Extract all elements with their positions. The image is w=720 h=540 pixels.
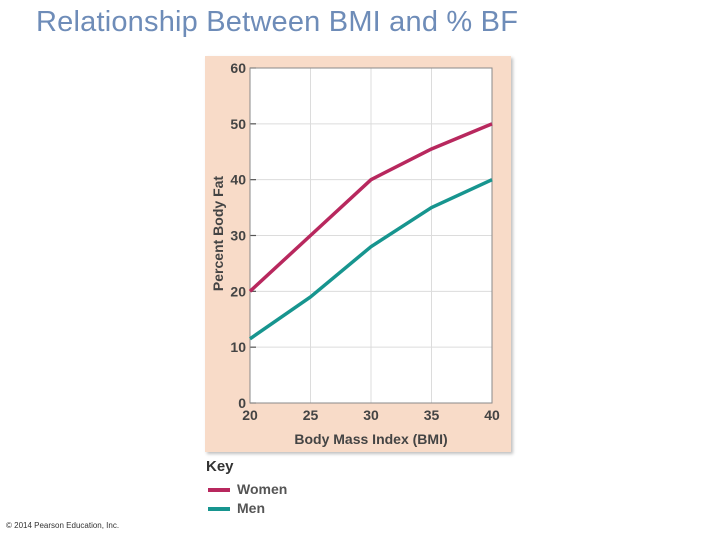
series-line-women xyxy=(248,122,493,293)
key-title: Key xyxy=(206,458,234,475)
y-tick-label-40: 40 xyxy=(230,172,246,188)
y-tick-label-0: 0 xyxy=(238,395,246,411)
x-tick-label-25: 25 xyxy=(303,407,319,423)
y-axis-title: Percent Body Fat xyxy=(210,176,226,291)
slide-title: Relationship Between BMI and % BF xyxy=(36,6,519,38)
plot-frame xyxy=(249,67,493,404)
men-swatch xyxy=(208,507,230,511)
x-axis-title: Body Mass Index (BMI) xyxy=(294,431,447,447)
x-tick-label-30: 30 xyxy=(363,407,379,423)
x-tick-label-20: 20 xyxy=(242,407,258,423)
y-tick-label-50: 50 xyxy=(230,116,246,132)
y-tick-label-20: 20 xyxy=(230,283,246,299)
x-tick-label-40: 40 xyxy=(484,407,500,423)
series-line-men xyxy=(249,178,493,341)
key-label-men: Men xyxy=(237,500,265,516)
key-label-women: Women xyxy=(237,481,288,497)
copyright-notice: © 2014 Pearson Education, Inc. xyxy=(6,521,120,530)
x-tick-label-35: 35 xyxy=(424,407,440,423)
bmi-body-fat-line-chart: 0 10 20 30 40 50 60 20 25 30 35 40 Body Mass Index (… xyxy=(210,60,500,447)
y-tick-label-60: 60 xyxy=(230,60,246,76)
chart-panel: 0 10 20 30 40 50 60 20 25 30 35 40 Body Mass Index (… xyxy=(205,56,511,452)
women-swatch xyxy=(208,488,230,492)
y-tick-label-10: 10 xyxy=(230,339,246,355)
y-tick-label-30: 30 xyxy=(230,228,246,244)
